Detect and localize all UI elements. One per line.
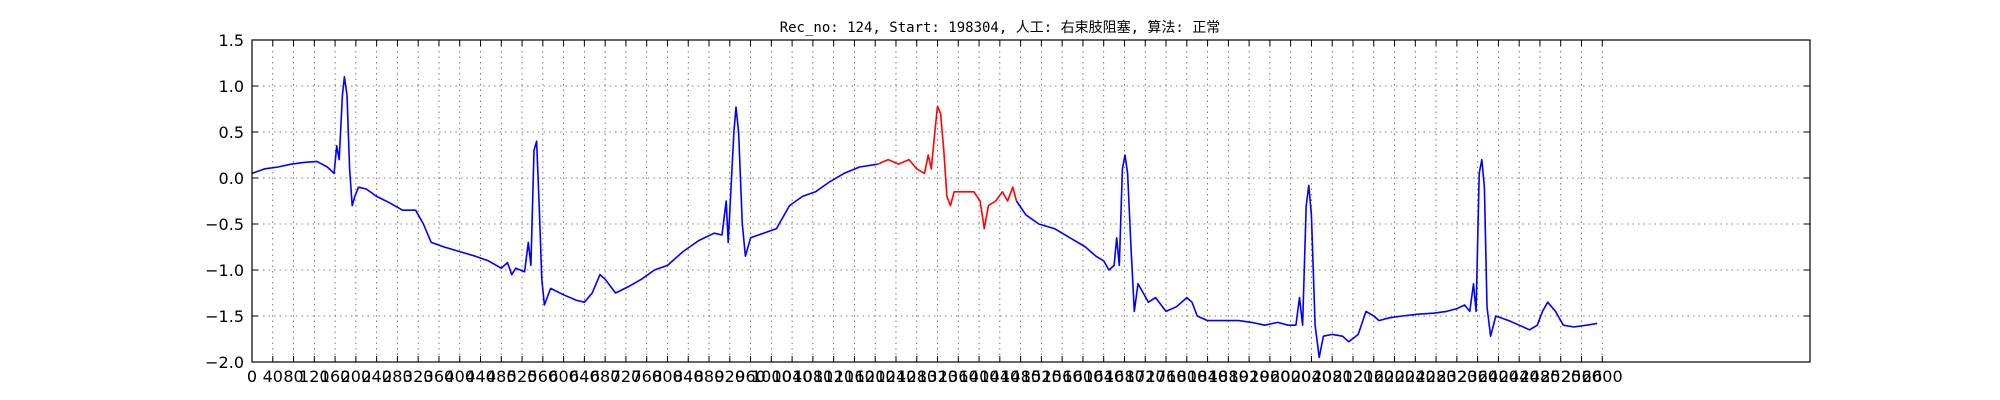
x-tick-label: 320 <box>403 367 434 386</box>
x-tick-label: 40 <box>263 367 283 386</box>
x-tick-label: 1200 <box>855 367 896 386</box>
x-tick-label: 1560 <box>1042 367 1083 386</box>
y-tick-label: −0.5 <box>205 215 244 234</box>
y-tick-label: −1.5 <box>205 307 244 326</box>
x-tick-label: 360 <box>424 367 455 386</box>
x-tick-label: 2280 <box>1416 367 1457 386</box>
x-tick-label: 2440 <box>1499 367 1540 386</box>
x-tick-label: 1640 <box>1083 367 1124 386</box>
x-tick-label: 600 <box>548 367 579 386</box>
x-tick-label: 2520 <box>1540 367 1581 386</box>
x-tick-label: 1600 <box>1063 367 1104 386</box>
x-tick-label: 1840 <box>1187 367 1228 386</box>
y-tick-label: −1.0 <box>205 261 244 280</box>
x-tick-label: 880 <box>694 367 725 386</box>
x-tick-label: 480 <box>486 367 517 386</box>
x-tick-label: 2200 <box>1374 367 1415 386</box>
x-tick-label: 1320 <box>917 367 958 386</box>
x-tick-label: 1040 <box>772 367 813 386</box>
grid-layer <box>252 40 1810 362</box>
x-tick-label: 1680 <box>1104 367 1145 386</box>
x-tick-label: 200 <box>341 367 372 386</box>
x-tick-label: 1160 <box>834 367 875 386</box>
ecg-series-line-2 <box>877 105 1018 230</box>
x-tick-label: 1720 <box>1125 367 1166 386</box>
x-tick-label: 80 <box>283 367 303 386</box>
plot-frame <box>251 39 1811 363</box>
x-tick-label: 640 <box>569 367 600 386</box>
y-tick-label: 1.0 <box>219 77 244 96</box>
x-tick-label: 1880 <box>1208 367 1249 386</box>
x-tick-label: 2400 <box>1478 367 1519 386</box>
x-tick-label: 1360 <box>938 367 979 386</box>
x-tick-label: 2600 <box>1582 367 1623 386</box>
y-tick-label: 1.5 <box>219 31 244 50</box>
x-tick-label: 760 <box>631 367 662 386</box>
x-tick-label: 280 <box>382 367 413 386</box>
y-tick-label: 0.5 <box>219 123 244 142</box>
x-tick-label: 960 <box>735 367 766 386</box>
x-tick-label: 2320 <box>1436 367 1477 386</box>
x-tick-label: 1000 <box>751 367 792 386</box>
y-tick-label: 0.0 <box>219 169 244 188</box>
x-tick-label: 520 <box>507 367 538 386</box>
x-tick-label: 800 <box>652 367 683 386</box>
x-tick-label: 2360 <box>1457 367 1498 386</box>
x-tick-label: 160 <box>320 367 351 386</box>
ecg-series-line-3 <box>1015 154 1598 359</box>
x-tick-label: 440 <box>465 367 496 386</box>
x-tick-label: 240 <box>361 367 392 386</box>
x-tick-label: 1440 <box>979 367 1020 386</box>
x-tick-label: 1080 <box>793 367 834 386</box>
x-tick-label: 400 <box>444 367 475 386</box>
x-tick-label: 1760 <box>1146 367 1187 386</box>
x-tick-label: 1480 <box>1000 367 1041 386</box>
x-tick-label: 680 <box>590 367 621 386</box>
x-tick-label: 1240 <box>876 367 917 386</box>
x-tick-label: 0 <box>247 367 257 386</box>
x-tick-label: 1120 <box>813 367 854 386</box>
x-tick-label: 1400 <box>959 367 1000 386</box>
x-tick-label: 1920 <box>1229 367 1270 386</box>
x-tick-label: 2160 <box>1353 367 1394 386</box>
x-tick-label: 1800 <box>1166 367 1207 386</box>
x-tick-label: 2120 <box>1333 367 1374 386</box>
x-tick-label: 2040 <box>1291 367 1332 386</box>
x-tick-label: 2240 <box>1395 367 1436 386</box>
x-tick-label: 120 <box>299 367 330 386</box>
x-tick-label: 720 <box>611 367 642 386</box>
x-tick-label: 560 <box>528 367 559 386</box>
chart-title: Rec_no: 124, Start: 198304, 人工: 右束肢阻塞, 算… <box>780 19 1221 36</box>
x-tick-label: 1520 <box>1021 367 1062 386</box>
x-tick-label: 1960 <box>1250 367 1291 386</box>
x-tick-label: 2000 <box>1270 367 1311 386</box>
ecg-series-line-1 <box>251 76 878 306</box>
x-tick-label: 1280 <box>896 367 937 386</box>
x-tick-label: 2480 <box>1520 367 1561 386</box>
tick-layer: 1.51.00.50.0−0.5−1.0−1.5−2.00 40 801201602… <box>205 31 1810 386</box>
x-tick-label: 2560 <box>1561 367 1602 386</box>
x-tick-label: 2080 <box>1312 367 1353 386</box>
y-tick-label: −2.0 <box>205 353 244 372</box>
x-tick-label: 920 <box>715 367 746 386</box>
x-tick-label: 840 <box>673 367 704 386</box>
series-layer <box>251 76 1598 359</box>
